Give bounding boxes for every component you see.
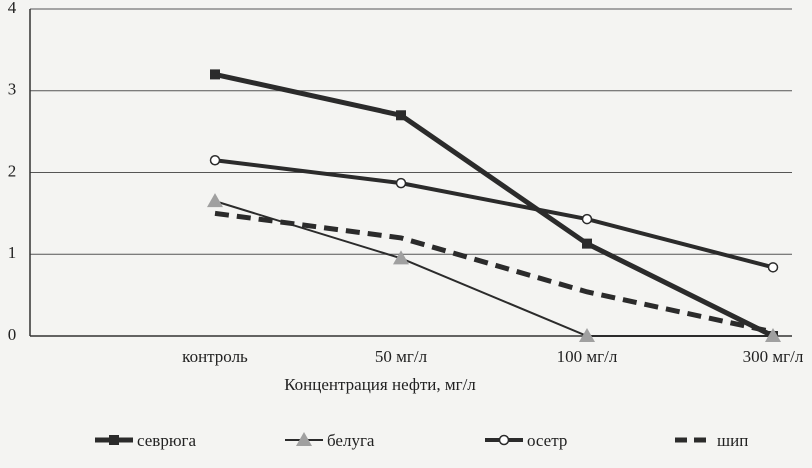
marker [209,154,221,166]
x-axis-title: Концентрация нефти, мг/л [284,375,476,394]
legend-label: белуга [327,431,375,450]
legend-marker [109,435,119,445]
legend-label: севрюга [137,431,196,450]
marker [765,328,781,342]
y-tick-label: 4 [8,0,17,17]
legend-marker [296,432,312,446]
marker [579,328,595,342]
series-line [214,158,774,270]
marker [395,177,407,189]
series-line [214,200,773,337]
x-tick-label: контроль [182,347,248,366]
marker [210,69,220,80]
y-tick-label: 3 [8,80,17,99]
x-tick-label: 50 мг/л [375,347,428,366]
marker [767,262,779,273]
x-tick-label: 100 мг/л [557,347,618,366]
legend-label: шип [717,431,748,450]
legend-label: осетр [527,431,567,450]
legend-marker [498,434,510,446]
marker [582,238,592,249]
y-tick-label: 2 [8,161,17,180]
marker [393,250,409,265]
marker [581,213,593,225]
y-tick-label: 1 [8,243,17,262]
series-line [214,71,775,339]
marker [207,193,223,208]
x-tick-label: 300 мг/л [743,347,804,366]
marker [396,110,406,121]
series-line [214,210,774,335]
y-tick-label: 0 [8,325,17,344]
